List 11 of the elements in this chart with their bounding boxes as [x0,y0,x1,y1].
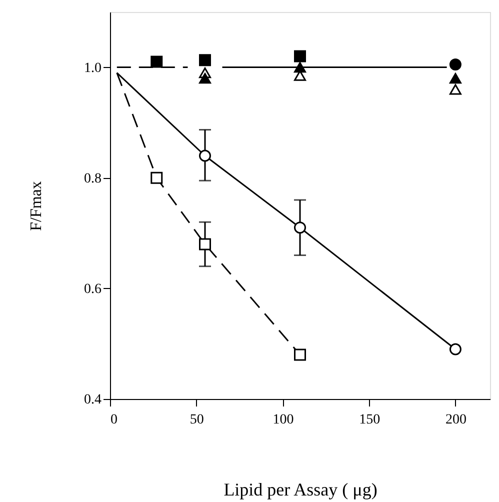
x-tick-label: 200 [445,412,466,428]
x-tick-label: 50 [190,412,204,428]
y-axis-title: F/Fmax [28,181,45,231]
y-tick-label: 0.8 [84,171,102,186]
y-tick-label: 0.6 [84,282,102,297]
x-tick-label: 0 [110,412,118,428]
x-tick-label: 100 [272,412,294,428]
x-axis-title: Lipid per Assay ( μg) [224,480,378,500]
y-tick-label: 1.0 [84,60,102,76]
y-tick-label: 0.4 [84,392,102,408]
x-tick-label: 150 [359,412,380,428]
